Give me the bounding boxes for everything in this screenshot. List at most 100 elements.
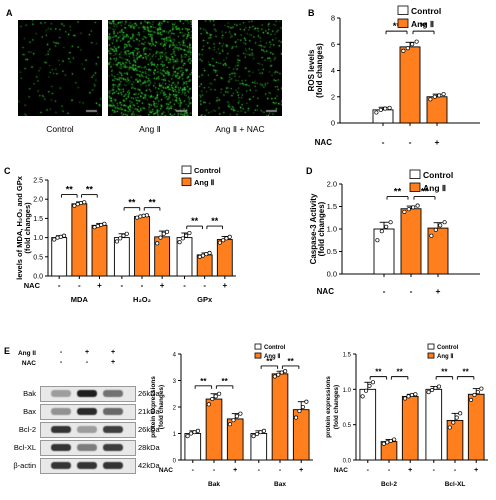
data-point [479,386,484,391]
micrograph-ang [108,20,192,116]
data-point [379,229,384,234]
treatment-sign: - [454,467,457,474]
group-label: Bax [274,481,286,488]
treatment-sign: - [410,286,413,296]
panel-label-b: B [308,8,315,18]
y-tick-label: 1 [173,432,177,438]
y-axis-label: protein expressions [325,376,332,438]
data-point [441,92,446,97]
data-point [383,106,388,111]
legend-label: Control [423,170,453,180]
blot-band [51,390,71,397]
treatment-sign: + [436,286,441,296]
data-point [410,42,415,47]
data-point [384,224,389,229]
data-point [475,390,480,395]
y-tick-label: 2.5 [33,178,43,185]
data-point [207,250,212,256]
treatment-label: NAC [315,138,333,147]
blot-size-label: 26kDa [138,425,160,434]
treatment-sign: + [222,281,227,290]
treatment-label: NAC [159,467,173,474]
micrograph-control-canvas [18,20,102,116]
blot-row-label: Bcl-XL [13,443,36,452]
sig-label: ** [211,216,219,226]
data-point [385,440,390,445]
data-point [283,369,288,374]
legend-label: Ang Ⅱ [423,183,446,193]
bar [467,393,485,461]
y-tick-label: 0.5 [327,247,337,256]
data-point [78,200,84,206]
group-label: H₂O₂ [133,295,151,304]
data-point [430,387,435,393]
data-point [364,388,369,393]
data-point [411,205,416,210]
y-axis-label-2: (fold changes) [158,385,165,429]
micrograph-caption-control: Control [46,124,74,134]
chart-e2: 0.0 0.5 1.0 1.5 protein expressions (fold cha… [325,343,488,488]
bar [425,388,443,461]
bar [400,208,422,275]
data-point [224,236,229,241]
treatment-sign: - [409,137,412,147]
y-tick-label: 1.0 [343,388,352,394]
blot-treatment-sign: - [59,349,63,356]
sig-label: ** [86,185,94,195]
data-point [124,231,129,236]
sig-label: ** [191,216,199,226]
data-point [227,234,232,239]
chart-e1: 0 1 2 3 4 protein expressions (fold changes) - -… [150,343,313,488]
data-point [217,240,222,245]
blot-row-label: Bcl-2 [18,425,36,434]
data-point [432,94,437,99]
y-tick-label: 2 [173,406,177,412]
blot-band [103,444,123,451]
data-point [433,385,438,390]
data-point [402,209,407,214]
treatment-sign: + [160,281,165,290]
treatment-sign: - [183,281,186,290]
data-point [367,383,372,388]
y-tick-label: 4 [173,353,177,359]
treatment-label: NAC [334,467,348,474]
y-tick-label: 6 [331,40,335,49]
data-point [251,434,256,439]
data-point [187,230,192,236]
blot-size-label: 21kDa [138,407,160,416]
data-point [185,434,190,439]
data-point [472,392,477,398]
panel-label-a: A [6,8,13,18]
y-axis-label: Caspase-3 Activity [309,193,318,264]
panel-label-c: C [4,166,11,176]
legend-label: Ang Ⅱ [411,19,434,29]
bar [91,224,108,277]
data-point [413,392,418,397]
group-label: MDA [71,295,89,304]
y-axis-label: levels of MDA, H₂O₂ and GPx [15,175,24,280]
y-tick-label: 0.0 [343,459,352,465]
data-point [180,236,185,241]
sig-label: ** [375,368,382,377]
data-point [468,397,474,402]
data-point [272,374,277,379]
sig-label: ** [393,21,401,32]
blot-band [103,408,123,415]
treatment-sign: + [408,467,412,474]
treatment-sign: - [141,281,144,290]
legend-label: Control [264,345,286,351]
data-point [438,223,443,228]
data-point [381,441,386,446]
treatment-sign: - [213,467,216,474]
data-point [392,437,397,442]
data-point [118,236,123,241]
data-point [406,394,411,399]
data-point [231,418,236,423]
data-point [92,225,97,230]
blot-band [77,408,97,415]
treatment-sign: - [388,467,391,474]
legend-swatch [254,343,262,350]
y-tick-label: 4 [331,66,335,75]
data-point [405,46,410,51]
blot-treatment-sign: - [59,359,63,366]
